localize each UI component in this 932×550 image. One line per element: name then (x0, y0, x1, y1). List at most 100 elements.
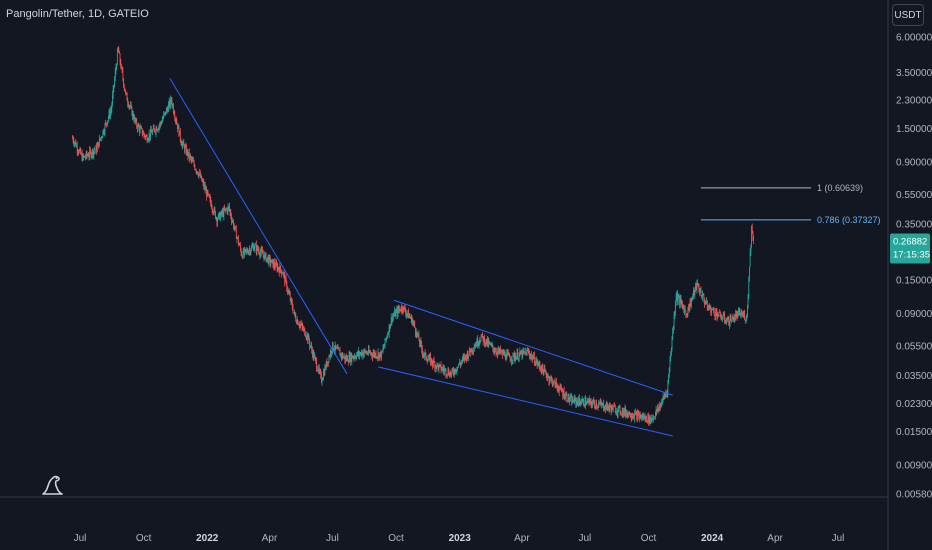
candle-body (264, 254, 266, 260)
candle-body (744, 319, 746, 321)
last-price-badge (890, 233, 930, 264)
candle-body (337, 347, 339, 349)
candle-body (704, 303, 706, 304)
candle-body (733, 318, 735, 322)
candle-body (226, 208, 227, 210)
candle-body (592, 402, 593, 406)
candle-body (556, 385, 558, 387)
candle-body (355, 357, 357, 359)
candle-body (701, 295, 703, 299)
candle-body (157, 129, 158, 131)
candle-body (498, 348, 500, 352)
candle-body (78, 150, 80, 153)
candle-body (480, 340, 481, 342)
candle-body (155, 131, 156, 133)
candle-body (148, 133, 150, 139)
candle-body (369, 352, 371, 354)
candle-body (121, 66, 122, 68)
chart-grid (0, 0, 889, 550)
candle-body (357, 352, 359, 355)
candle-body (181, 143, 183, 147)
candle-body (600, 402, 602, 404)
candle-body (85, 157, 86, 158)
candle-body (229, 209, 231, 212)
candle-body (278, 267, 279, 270)
candle-body (299, 324, 301, 327)
candle-body (557, 386, 559, 390)
candle-body (323, 372, 325, 376)
candle-body (293, 312, 295, 314)
candle-body (113, 85, 115, 88)
candle-body (150, 129, 151, 137)
candle-body (238, 237, 239, 244)
candle-body (707, 306, 709, 309)
candle-body (76, 145, 77, 147)
candle-body (609, 405, 611, 408)
candle-body (176, 122, 178, 124)
candle-body (332, 342, 333, 352)
candle-body (143, 133, 145, 136)
candle-body (83, 155, 84, 158)
axes[interactable]: 6.00000 3.50000 2.30000 1.50000 0.90000 0.550… (74, 0, 932, 550)
candle-body (419, 340, 420, 345)
candle-body (351, 355, 353, 362)
candle-body (160, 122, 162, 124)
candle-body (686, 313, 687, 315)
candle-body (751, 225, 753, 234)
candle-body (486, 339, 488, 344)
candle-body (623, 409, 624, 415)
currency-button[interactable]: USDT (892, 4, 924, 26)
candle-body (650, 417, 651, 423)
candle-body (92, 149, 93, 155)
candle-body (549, 380, 550, 382)
candle-body (328, 356, 330, 363)
candle-body (640, 414, 642, 419)
candle-body (752, 233, 754, 240)
candle-body (630, 416, 632, 418)
candle-body (655, 413, 656, 418)
candle-body (330, 351, 331, 357)
candle-body (459, 362, 461, 364)
candle-body (139, 127, 141, 132)
candle-body (618, 406, 620, 408)
candle-body (742, 314, 744, 316)
candle-body (664, 396, 665, 398)
candle-body (171, 100, 173, 106)
candle-body (637, 412, 639, 414)
candle-body (352, 355, 353, 358)
candle-body (312, 349, 313, 356)
candle-body (410, 316, 412, 319)
candle-body (603, 403, 604, 409)
fib-level-label: 1 (0.60639) (817, 183, 863, 193)
candle-body (260, 249, 262, 253)
candle-body (289, 294, 291, 301)
x-tick-label: Jul (578, 533, 591, 544)
candle-body (95, 146, 97, 150)
candle-body (99, 138, 100, 147)
candle-body (310, 345, 312, 347)
candle-body (559, 385, 561, 389)
x-tick-label: Jul (326, 533, 339, 544)
candle-body (200, 175, 202, 178)
candle-body (322, 378, 324, 381)
candle-body (99, 138, 101, 140)
candle-body (442, 367, 444, 370)
candle-body (162, 118, 164, 120)
candle-body (395, 311, 396, 317)
candle-body (119, 53, 121, 63)
candle-body (101, 137, 102, 139)
candle-body (536, 360, 537, 362)
candle-body (175, 119, 177, 123)
candle-body (193, 161, 194, 163)
candle-body (415, 327, 416, 333)
candle-body (584, 399, 586, 407)
candle-body (179, 130, 181, 140)
candle-body (359, 353, 361, 355)
candle-body (426, 358, 427, 360)
candle-body (105, 122, 106, 125)
candle-body (488, 341, 490, 345)
candle-body (297, 320, 299, 325)
candle-body (742, 314, 743, 316)
candle-body (448, 370, 449, 375)
